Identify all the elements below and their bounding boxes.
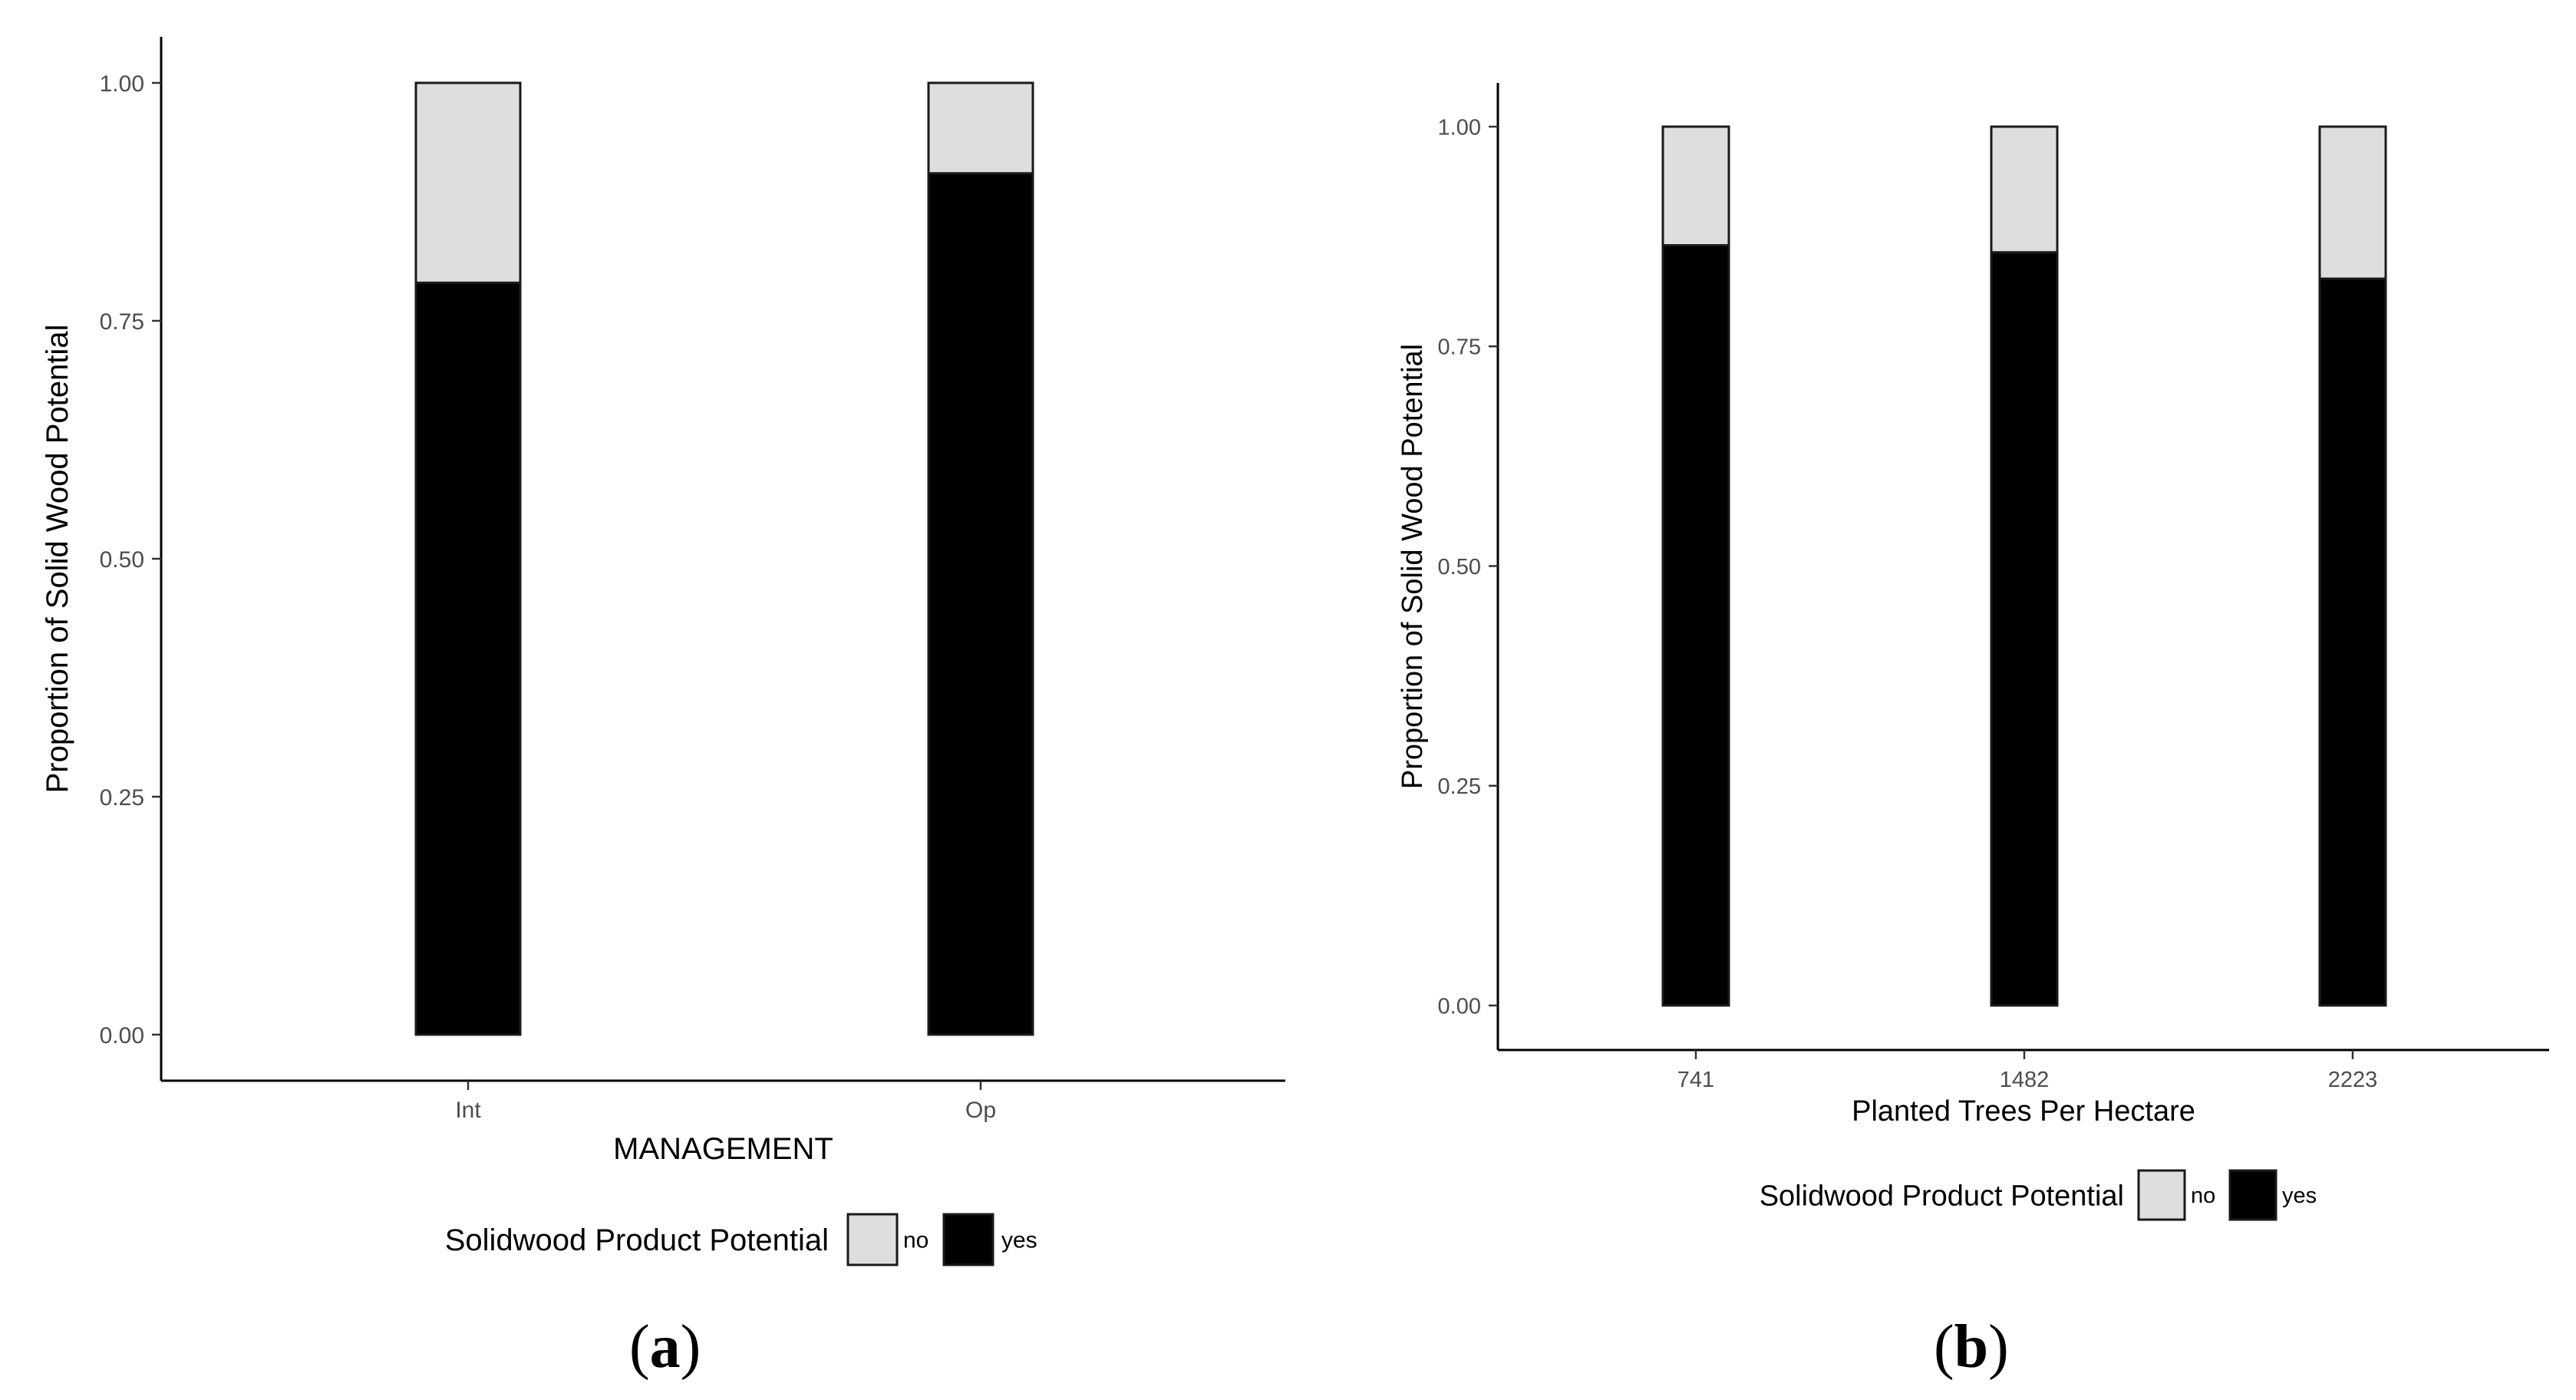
bar-no-a — [414, 81, 522, 284]
bar-yes-a — [414, 281, 522, 1036]
bar-yes-b — [2318, 277, 2387, 1007]
panel-label-b: (b) — [1934, 1312, 2009, 1382]
y-tick-label-b: 1.00 — [1438, 115, 1481, 140]
legend-label-no-b: no — [2191, 1184, 2215, 1208]
legend-key-no-b — [2137, 1169, 2186, 1221]
panel-label-a-close: ) — [680, 1313, 701, 1381]
legend-title-a: Solidwood Product Potential — [445, 1223, 829, 1257]
x-tick-label-b: 741 — [1677, 1068, 1714, 1092]
legend-label-yes-a: yes — [1001, 1228, 1037, 1253]
panel-label-a-letter: a — [649, 1313, 681, 1381]
bar-yes-b — [1661, 244, 1730, 1007]
y-tick-label-a: 1.00 — [100, 71, 144, 97]
legend-key-no-a — [846, 1213, 899, 1266]
y-tick-label-a: 0.50 — [100, 547, 144, 573]
x-axis-title-a: MANAGEMENT — [613, 1132, 833, 1166]
panel-label-b-letter: b — [1954, 1313, 1989, 1381]
x-tick-label-a: Op — [965, 1098, 996, 1123]
y-tick-label-a: 0.25 — [100, 785, 144, 811]
bar-no-b — [2318, 125, 2387, 280]
x-tick-label-a: Int — [455, 1098, 481, 1123]
bar-no-a — [927, 81, 1034, 175]
y-tick-label-b: 0.75 — [1438, 335, 1481, 360]
y-tick-label-b: 0.25 — [1438, 774, 1481, 799]
panel-label-b-close: ) — [1988, 1313, 2009, 1381]
bar-yes-a — [927, 172, 1034, 1036]
x-axis-title-b: Planted Trees Per Hectare — [1852, 1095, 2195, 1128]
panel-label-a: (a) — [629, 1312, 701, 1382]
x-tick-label-b: 1482 — [2000, 1068, 2050, 1092]
bar-no-b — [1990, 125, 2059, 254]
y-tick-label-a: 0.00 — [100, 1023, 144, 1048]
y-axis-title-a: Proportion of Solid Wood Potential — [41, 325, 74, 794]
y-tick-label-b: 0.50 — [1438, 555, 1481, 579]
legend-key-yes-b — [2228, 1169, 2278, 1221]
legend-key-yes-a — [942, 1213, 994, 1266]
bar-yes-b — [1990, 251, 2059, 1007]
y-tick-label-b: 0.00 — [1438, 994, 1481, 1019]
panel-label-b-open: ( — [1934, 1313, 1954, 1381]
y-tick-label-a: 0.75 — [100, 309, 144, 335]
x-tick-label-b: 2223 — [2328, 1068, 2378, 1092]
legend-title-b: Solidwood Product Potential — [1760, 1180, 2124, 1212]
legend-label-no-a: no — [903, 1228, 928, 1253]
y-axis-title-b: Proportion of Solid Wood Potential — [1397, 344, 1429, 789]
panel-label-a-open: ( — [629, 1313, 650, 1381]
legend-label-yes-b: yes — [2282, 1184, 2317, 1208]
bar-no-b — [1661, 125, 1730, 247]
